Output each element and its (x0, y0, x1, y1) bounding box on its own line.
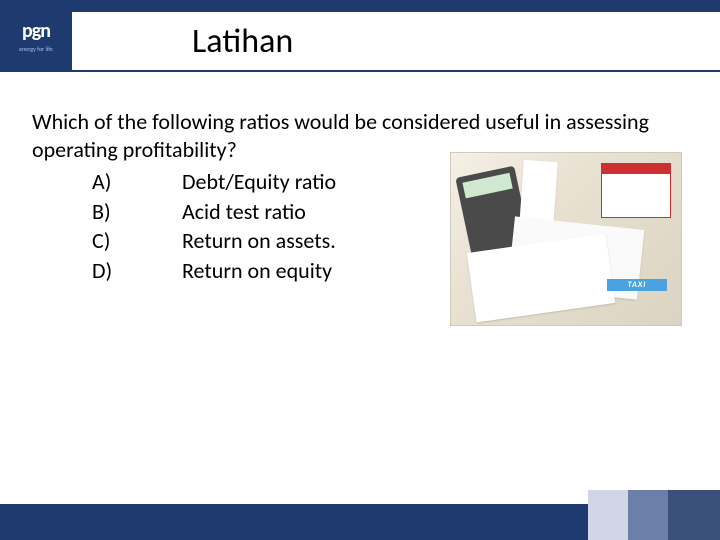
footer-block-mid (628, 490, 668, 540)
option-letter: A) (92, 167, 182, 197)
title-area: Latihan (72, 12, 720, 72)
brand-logo: pgn energy for life (0, 0, 72, 72)
option-letter: B) (92, 197, 182, 227)
calendar-icon (601, 163, 671, 218)
footer-block-light (588, 490, 628, 540)
footer-accent-blocks (588, 490, 720, 540)
logo-tagline: energy for life (19, 45, 53, 53)
logo-monogram: pgn (22, 19, 50, 43)
taxi-label: TAXI (607, 279, 667, 291)
slide: pgn energy for life Latihan Which of the… (0, 0, 720, 540)
option-letter: C) (92, 226, 182, 256)
illustration-photo: TAXI (450, 152, 682, 326)
option-letter: D) (92, 256, 182, 286)
top-accent-bar (0, 0, 720, 12)
footer-block-dark (668, 490, 720, 540)
slide-title: Latihan (192, 21, 293, 62)
